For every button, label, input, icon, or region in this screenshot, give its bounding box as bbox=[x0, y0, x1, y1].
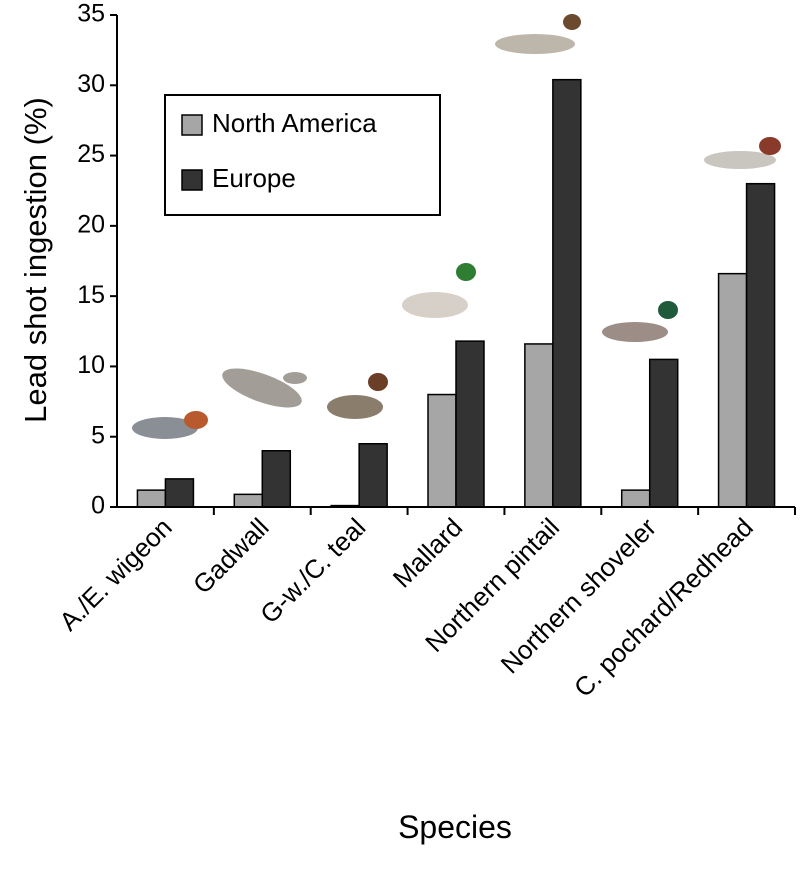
y-tick-label: 10 bbox=[77, 351, 105, 379]
bar bbox=[745, 182, 776, 508]
bird-wigeon bbox=[132, 411, 208, 439]
bird-gadwall bbox=[222, 368, 307, 408]
y-tick-label: 5 bbox=[91, 421, 105, 449]
x-tick-label: Mallard bbox=[387, 512, 468, 593]
bar bbox=[620, 489, 651, 508]
x-tick-label: C. pochard/Redhead bbox=[568, 512, 759, 703]
legend-swatch bbox=[181, 169, 203, 191]
bar bbox=[261, 450, 292, 508]
bird-pochard bbox=[704, 137, 781, 169]
bar bbox=[164, 478, 195, 508]
bird-shoveler bbox=[602, 301, 678, 342]
bird-pintail bbox=[495, 14, 581, 54]
bar bbox=[358, 442, 388, 508]
y-tick-label: 30 bbox=[77, 70, 105, 98]
bar bbox=[233, 493, 264, 508]
y-axis-title: Lead shot ingestion (%) bbox=[18, 97, 53, 423]
bird-teal bbox=[327, 373, 388, 419]
bar bbox=[455, 340, 485, 508]
bar bbox=[524, 343, 554, 508]
legend-swatch bbox=[181, 114, 203, 136]
bar bbox=[717, 272, 748, 508]
x-tick-label: A./E. wigeon bbox=[53, 512, 177, 636]
bird-mallard bbox=[402, 263, 476, 318]
bar bbox=[136, 489, 167, 508]
bar bbox=[648, 358, 679, 508]
x-axis-title: Species bbox=[398, 809, 512, 845]
y-tick-label: 0 bbox=[91, 492, 105, 520]
x-tick-label: Gadwall bbox=[187, 512, 275, 600]
legend-label: Europe bbox=[212, 163, 296, 193]
legend: North America Europe bbox=[164, 94, 441, 216]
x-tick-label: G-w./C. teal bbox=[254, 512, 371, 629]
y-tick-label: 25 bbox=[77, 140, 105, 168]
bar bbox=[552, 78, 582, 508]
y-tick-label: 20 bbox=[77, 210, 105, 238]
legend-box bbox=[164, 94, 441, 216]
y-tick-label: 35 bbox=[77, 0, 105, 28]
bar bbox=[427, 393, 457, 508]
legend-label: North America bbox=[212, 108, 377, 138]
bird-illustrations bbox=[132, 14, 781, 439]
y-tick-label: 15 bbox=[77, 281, 105, 309]
